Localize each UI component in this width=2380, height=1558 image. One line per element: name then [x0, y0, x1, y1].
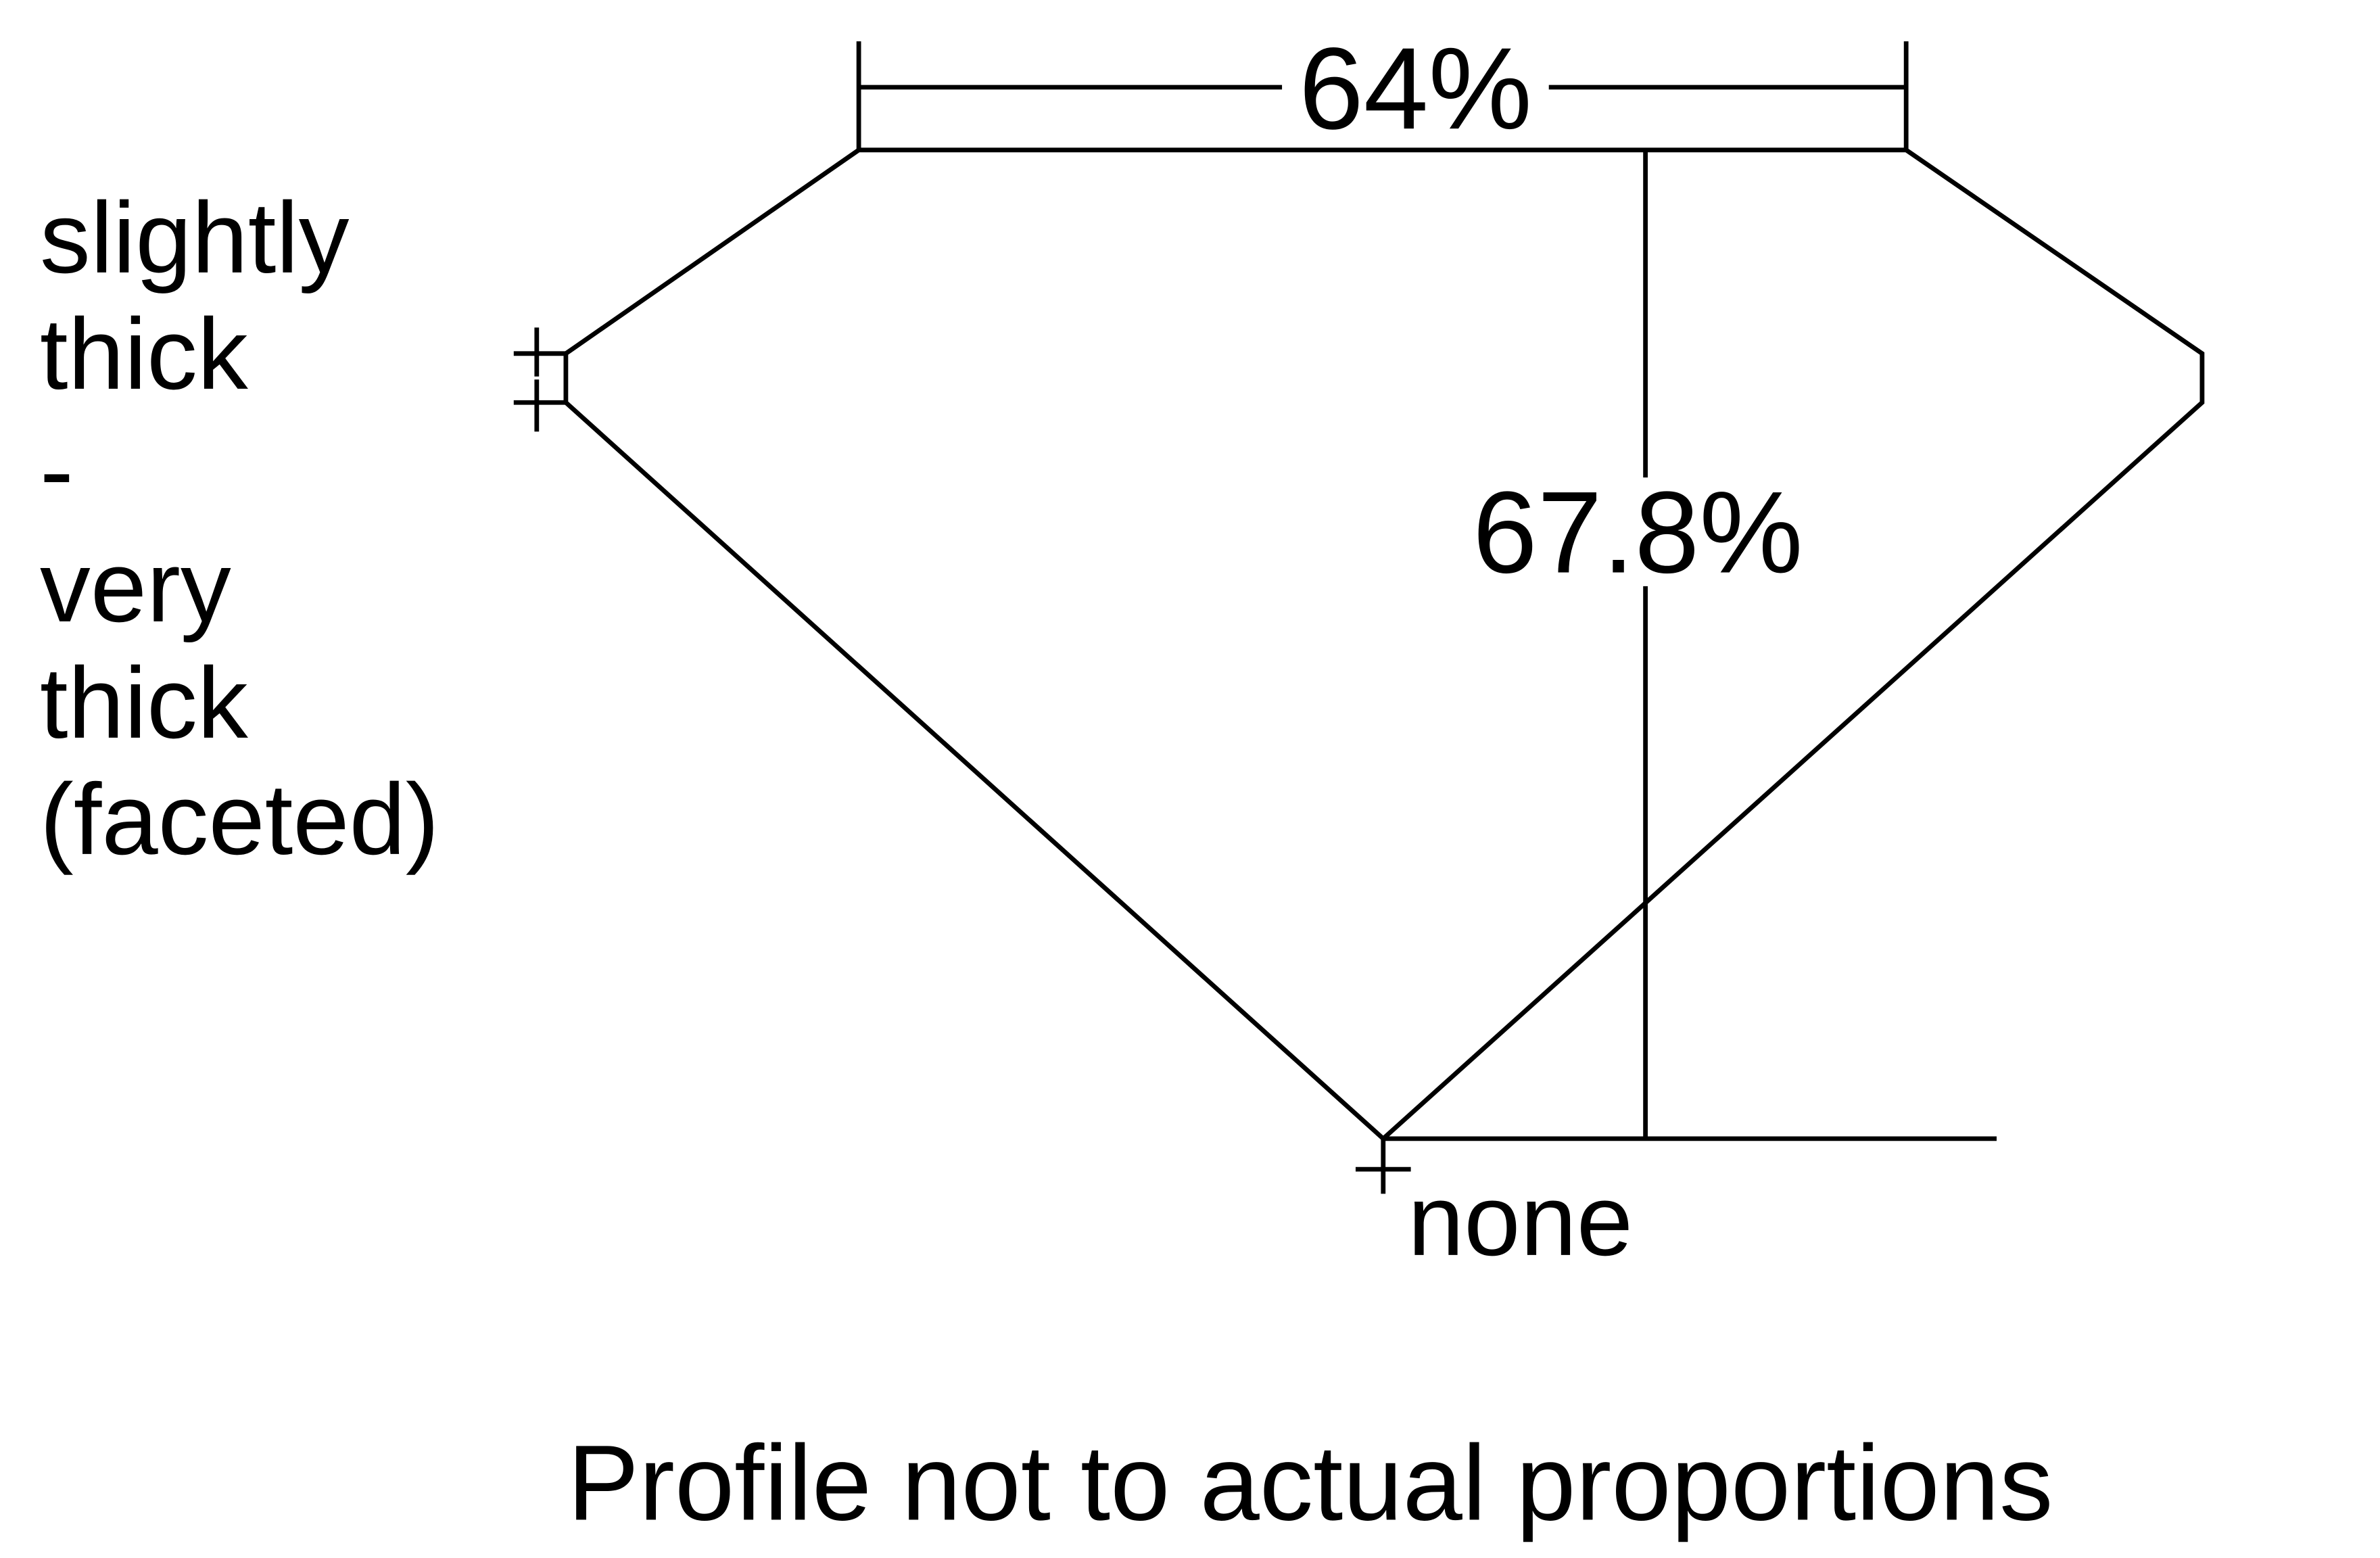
- girdle-label-line: thick: [40, 646, 248, 759]
- total-depth-percentage: 67.8%: [1473, 468, 1803, 598]
- girdle-label-line: -: [40, 414, 74, 527]
- gem-profile-outline: [563, 147, 2205, 1142]
- caption: Profile not to actual proportions: [567, 1423, 2053, 1543]
- girdle-label-line: (faceted): [40, 763, 439, 876]
- girdle-label-line: thick: [40, 298, 248, 410]
- table-percentage: 64%: [1299, 24, 1532, 154]
- girdle-label: slightly thick - very thick (faceted): [40, 181, 439, 876]
- culet-label: none: [1408, 1164, 1633, 1277]
- girdle-label-line: slightly: [40, 181, 350, 294]
- girdle-label-line: very: [40, 530, 231, 643]
